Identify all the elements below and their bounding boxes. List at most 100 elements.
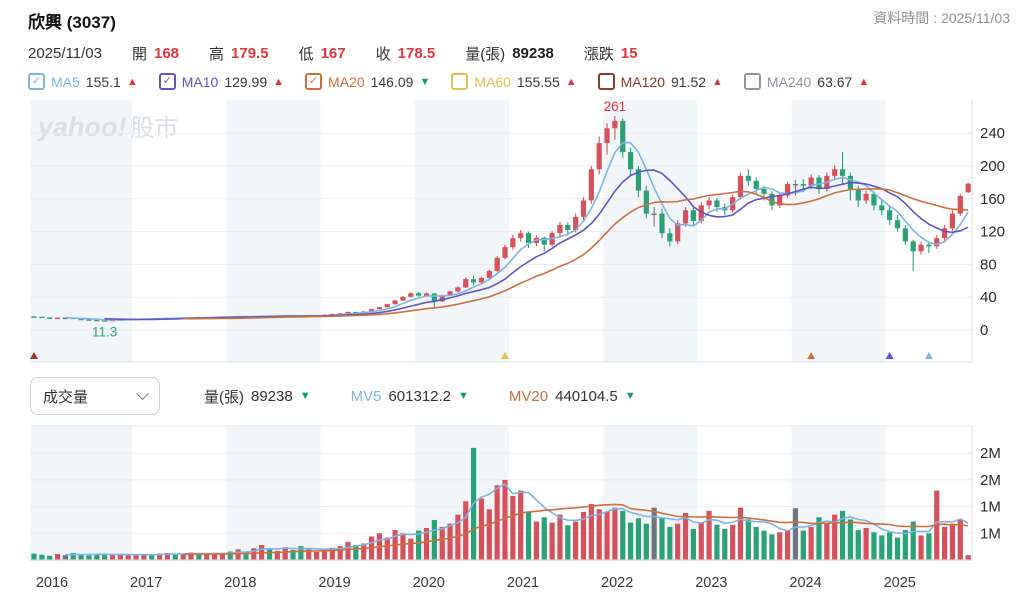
candle-body [706,200,712,206]
volume-bar [47,555,53,560]
ma-legend-item-ma5[interactable]: ✓ MA5 155.1 ▲ [28,73,138,90]
volume-bar [157,553,163,560]
candle-body [918,244,924,252]
candle-body [902,228,908,242]
volume-bar [934,490,940,560]
volume-bar [643,523,649,560]
volume-legend-item-volume: 量(張) 89238 ▼ [204,386,311,407]
volume-value: 89238 [251,387,293,405]
volume-bar [274,550,280,560]
candle-body [478,277,485,283]
volume-bar [847,519,853,560]
candle-body [494,257,500,271]
candlestick-chart-canvas[interactable]: yahoo! 股市 0 40 80 120 160 200 240 261 11.3 [30,100,1036,363]
volume-bar [54,554,61,560]
volume-bar [219,554,225,560]
volume-legend-item-mv20: MV20 440104.5 ▼ [509,388,636,405]
data-time-label: 資料時間 : 2025/11/03 [873,10,1010,26]
candle-body [431,293,437,302]
volume-bar [753,526,759,560]
candle-body [957,195,963,214]
candle-body [557,225,563,234]
candle-body [573,216,579,230]
ma-legend-item-ma120[interactable]: MA120 91.52 ▲ [597,73,723,90]
volume-bar [31,553,37,560]
candle-body [761,188,767,194]
volume-bar [863,527,869,560]
candle-body [879,205,885,211]
quote-date: 2025/11/03 [28,45,102,62]
candle-body [628,152,634,170]
volume-bar [792,508,799,560]
volume-bar [730,524,736,560]
volume-bar [290,549,296,560]
triangle-down-icon: ▼ [624,390,636,402]
triangle-up-icon: ▲ [126,75,138,88]
ma-legend-item-ma240[interactable]: MA240 63.67 ▲ [743,73,869,90]
volume-bar [926,533,932,560]
candle-body [455,287,461,292]
ma-legend-item-ma20[interactable]: ✓ MA20 146.09 ▼ [305,73,430,90]
volume-bar [737,507,744,560]
volume-bar [502,479,508,560]
volume-bar [70,553,76,560]
ma240-value: 63.67 [817,73,853,90]
year-label-2019: 2019 [318,575,350,591]
year-label-2017: 2017 [130,575,162,591]
volume-chart: 1M 1M 2M 2M 2016 2017 2018 2019 2020 2021 2022 2023… [30,425,1036,603]
price-axis-label: 0 [980,322,988,339]
volume-bar [172,554,178,560]
volume-header: 成交量 量(張) 89238 ▼ MV5 601312.2 ▼ MV20 440104.5 ▼ [30,377,1036,415]
ma20-line [183,188,969,320]
price-axis-label: 160 [980,191,1005,208]
candle-body [384,304,390,308]
check-icon: ✓ [308,75,319,87]
volume-bar [682,513,689,560]
candle-body [565,225,571,230]
ma-legend-item-ma10[interactable]: ✓ MA10 129.99 ▲ [158,73,285,90]
ma60-checkbox[interactable] [451,73,469,90]
volume-bar [824,522,830,560]
volume-bar [761,530,767,560]
ma120-checkbox[interactable] [597,73,615,90]
ma10-value: 129.99 [224,73,268,90]
volume-chart-canvas[interactable]: 1M 1M 2M 2M 2016 2017 2018 2019 2020 2021 2022 2023… [30,425,1036,603]
volume-bar [439,526,445,560]
candle-body [934,238,940,247]
triangle-down-icon: ▼ [419,75,431,88]
year-label-2023: 2023 [695,575,727,591]
candle-body [102,320,108,322]
volume-bar [486,509,492,560]
volume-bar [518,490,524,560]
ma240-checkbox[interactable] [743,73,761,90]
ma20-checkbox[interactable]: ✓ [305,73,323,90]
check-icon: ✓ [31,75,42,87]
volume-bar [612,507,618,560]
year-band-2024 [791,100,886,362]
volume-indicator-dropdown[interactable]: 成交量 [30,377,160,415]
triangle-up-icon: ▲ [273,75,285,88]
candle-body [926,244,932,247]
candle-body [54,317,61,320]
ma120-label: MA120 [620,73,665,90]
volume-axis-label: 2M [980,472,1001,489]
ma5-checkbox[interactable]: ✓ [28,73,45,90]
page-title: 欣興 (3037) [28,13,116,32]
volume-bar [337,546,343,560]
ma10-checkbox[interactable]: ✓ [158,73,176,90]
volume-bar [361,543,367,560]
candle-body [447,291,453,296]
volume-bar [353,545,359,560]
candle-body [78,318,84,321]
volume-axis-label: 2M [980,445,1001,462]
volume-bar [196,554,202,560]
volume-bar [745,519,751,560]
volume-bar [777,532,783,560]
volume-bar [306,548,312,560]
ma-legend-item-ma60[interactable]: MA60 155.55 ▲ [451,73,577,90]
volume-bar [541,517,547,560]
price-axis-label: 200 [980,158,1005,175]
candle-body [525,233,532,244]
ma240-label: MA240 [766,73,812,90]
candle-body [580,200,587,217]
